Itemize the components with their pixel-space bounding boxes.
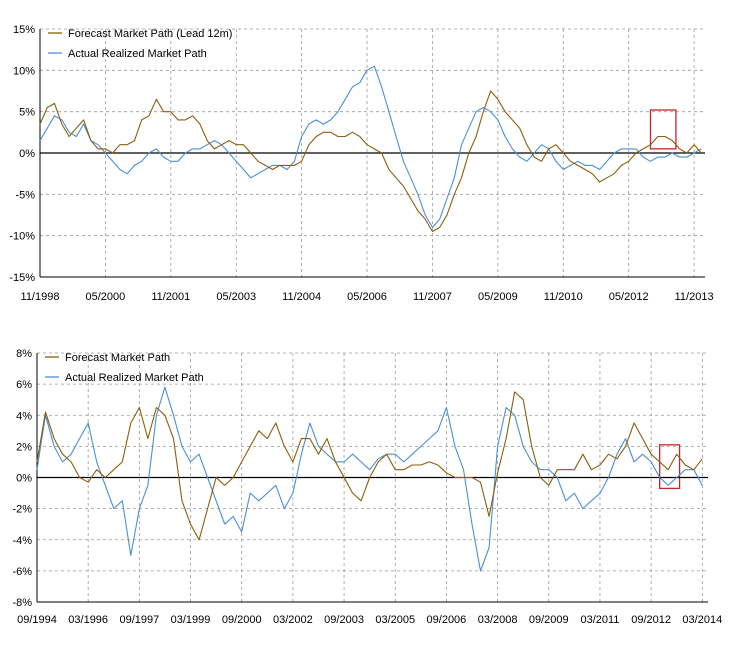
chart-bottom-gridlines — [36, 352, 708, 603]
legend-label: Forecast Market Path — [65, 352, 170, 364]
x-tick-label: 11/2010 — [544, 291, 583, 303]
y-tick-label: 2% — [16, 441, 32, 453]
x-tick-label: 11/2004 — [282, 291, 321, 303]
y-tick-label: -6% — [12, 566, 32, 578]
x-tick-label: 03/2014 — [682, 614, 722, 626]
chart-bottom-x-tick-labels: 09/1994 03/1996 09/1997 03/1999 09/2000 03/20… — [17, 614, 722, 626]
chart-top-x-tick-labels: 11/1998 05/2000 11/2001 05/2003 11/2004 05/20… — [21, 291, 714, 303]
x-tick-label: 09/2006 — [427, 614, 467, 626]
y-tick-label: -2% — [12, 504, 32, 516]
chart-bottom-highlight-box — [659, 444, 681, 490]
x-tick-label: 09/2012 — [631, 614, 671, 626]
highlight-box — [659, 444, 681, 490]
x-tick-label: 09/2000 — [222, 614, 262, 626]
x-tick-label: 05/2012 — [609, 291, 649, 303]
chart-bottom-series — [36, 386, 703, 572]
forecast-series-line — [36, 391, 703, 541]
y-tick-label: -10% — [9, 231, 35, 243]
forecast-series-line — [39, 90, 702, 233]
chart-top-legend: Forecast Market Path (Lead 12m) Actual Re… — [48, 28, 232, 60]
x-tick-label: 09/1994 — [17, 614, 57, 626]
y-tick-label: 0% — [16, 473, 32, 485]
chart-bottom-y-tick-labels: 8% 6% 4% 2% 0% -2% -4% -6% -8% — [12, 348, 32, 609]
x-tick-label: 11/2001 — [151, 291, 190, 303]
x-tick-label: 09/1997 — [119, 614, 159, 626]
legend-label: Actual Realized Market Path — [68, 48, 207, 60]
actual-series-line — [36, 386, 703, 572]
x-tick-label: 03/1996 — [68, 614, 108, 626]
x-tick-label: 11/2007 — [413, 291, 452, 303]
x-tick-label: 09/2003 — [324, 614, 364, 626]
x-tick-label: 05/2000 — [86, 291, 126, 303]
x-tick-label: 03/2005 — [375, 614, 415, 626]
y-tick-label: 10% — [13, 65, 35, 77]
actual-series-line — [39, 65, 702, 228]
y-tick-label: 8% — [16, 348, 32, 360]
y-tick-label: -4% — [12, 535, 32, 547]
y-tick-label: -15% — [9, 272, 35, 284]
x-tick-label: 11/1998 — [21, 291, 60, 303]
x-tick-label: 03/1999 — [171, 614, 211, 626]
y-tick-label: 15% — [13, 24, 35, 36]
chart-top-highlight-box — [649, 109, 677, 150]
y-tick-label: 4% — [16, 410, 32, 422]
x-tick-label: 11/2013 — [675, 291, 714, 303]
chart-top-series — [39, 65, 702, 233]
y-tick-label: 5% — [19, 107, 35, 119]
x-tick-label: 05/2006 — [347, 291, 387, 303]
x-tick-label: 05/2009 — [478, 291, 518, 303]
x-tick-label: 03/2002 — [273, 614, 313, 626]
y-tick-label: 6% — [16, 379, 32, 391]
y-tick-label: -8% — [12, 597, 32, 609]
highlight-box — [649, 109, 677, 150]
legend-label: Forecast Market Path (Lead 12m) — [68, 28, 232, 40]
x-tick-label: 03/2011 — [580, 614, 619, 626]
x-tick-label: 03/2008 — [478, 614, 518, 626]
y-tick-label: -5% — [15, 189, 35, 201]
y-tick-label: 0% — [19, 148, 35, 160]
chart-bottom-legend: Forecast Market Path Actual Realized Mark… — [45, 352, 204, 384]
x-tick-label: 05/2003 — [216, 291, 256, 303]
legend-label: Actual Realized Market Path — [65, 372, 204, 384]
x-tick-label: 09/2009 — [529, 614, 569, 626]
chart-top-y-tick-labels: 15% 10% 5% 0% -5% -10% -15% — [9, 24, 35, 284]
